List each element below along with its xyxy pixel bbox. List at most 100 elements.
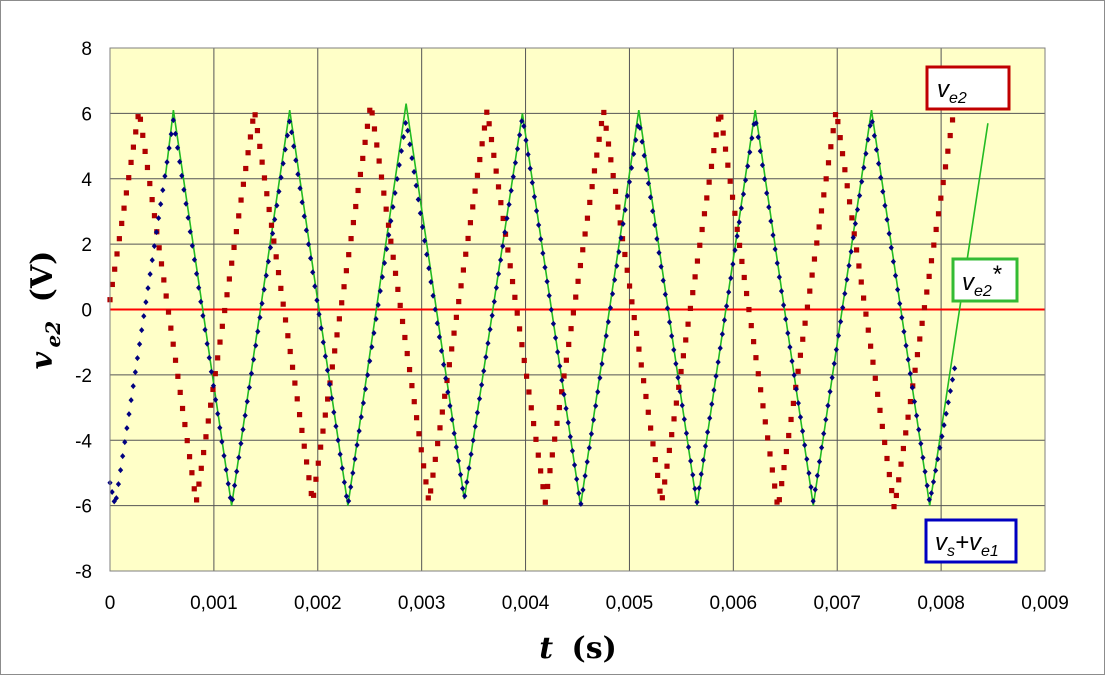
data-point-ve2 [296,412,303,418]
data-point-vs-ve1 [278,174,284,181]
data-point-vs-ve1 [415,196,421,203]
data-point-vs-ve1 [766,204,772,211]
data-point-ve2 [896,477,902,483]
data-point-ve2 [406,366,413,373]
data-point-vs-ve1 [804,456,810,463]
data-point-vs-ve1 [413,182,419,189]
data-point-vs-ve1 [510,173,516,180]
data-point-vs-ve1 [749,135,755,142]
data-point-ve2 [413,415,420,421]
data-point-vs-ve1 [158,201,164,208]
data-point-ve2 [130,144,137,150]
data-point-ve2 [184,438,190,444]
data-point-vs-ve1 [174,144,181,151]
data-point-vs-ve1 [850,234,856,241]
data-point-vs-ve1 [774,260,780,267]
data-point-vs-ve1 [253,342,259,349]
data-point-vs-ve1 [709,401,715,408]
data-point-ve2 [851,231,857,237]
data-point-vs-ve1 [914,412,920,419]
data-point-ve2 [575,278,581,284]
data-point-ve2 [839,151,846,157]
data-point-vs-ve1 [358,413,364,420]
data-point-ve2 [147,180,153,187]
data-point-vs-ve1 [721,317,728,324]
data-point-ve2 [617,220,623,226]
data-point-ve2 [643,393,649,400]
data-point-ve2 [442,393,448,399]
legend-ve2-sub: e2 [949,90,967,107]
data-point-vs-ve1 [200,312,206,319]
y-tick-labels: -8 -6 -4 -2 0 2 4 6 8 [75,39,92,583]
data-point-vs-ve1 [185,214,191,221]
data-point-ve2 [683,337,689,343]
data-point-ve2 [645,409,651,415]
data-point-vs-ve1 [658,263,664,270]
data-point-vs-ve1 [155,215,162,222]
data-point-vs-ve1 [683,430,690,437]
data-point-ve2 [186,454,193,460]
data-point-vs-ve1 [829,374,835,381]
data-point-vs-ve1 [920,454,926,461]
data-point-ve2 [751,339,757,345]
data-point-vs-ve1 [367,358,373,365]
plot-border [109,47,1046,572]
data-point-vs-ve1 [588,430,595,437]
data-point-ve2 [552,436,558,442]
data-point-vs-ve1 [122,439,128,446]
data-point-ve2 [685,321,691,327]
data-point-vs-ve1 [928,490,934,497]
data-point-vs-ve1 [312,283,318,290]
data-point-ve2 [849,215,855,221]
data-point-vs-ve1 [571,461,578,468]
data-point-ve2 [877,407,883,413]
data-point-vs-ve1 [778,288,785,295]
data-point-ve2 [863,311,869,317]
data-point-ve2 [425,495,431,501]
data-point-ve2 [360,155,366,162]
data-point-vs-ve1 [633,136,639,143]
legend-ve2-label: ve2 [937,76,967,107]
data-point-ve2 [547,468,553,474]
data-point-ve2 [385,222,392,228]
data-point-ve2 [247,134,254,140]
data-point-vs-ve1 [601,346,607,353]
data-point-vs-ve1 [890,258,896,265]
data-point-vs-ve1 [728,275,734,282]
data-point-vs-ve1 [495,270,502,277]
data-point-vs-ve1 [565,419,571,426]
data-point-vs-ve1 [489,312,495,319]
data-point-ve2 [708,163,715,169]
data-point-ve2 [692,274,698,280]
data-point-ve2 [521,357,527,364]
data-point-ve2 [437,425,443,431]
data-point-vs-ve1 [742,177,749,184]
data-point-vs-ve1 [329,395,335,402]
data-point-vs-ve1 [246,384,252,391]
data-point-vs-ve1 [578,500,584,507]
data-point-ve2 [507,263,513,269]
data-point-vs-ve1 [502,229,508,236]
data-point-ve2 [133,129,139,135]
data-point-ve2 [573,294,579,300]
data-point-vs-ve1 [823,416,829,423]
data-point-ve2 [889,487,895,494]
data-point-ve2 [603,125,609,131]
data-point-vs-ve1 [797,414,804,421]
data-point-ve2 [390,254,396,260]
data-point-ve2 [449,346,455,352]
data-point-ve2 [392,270,399,276]
data-point-ve2 [706,179,712,185]
data-point-vs-ve1 [620,220,626,227]
data-point-vs-ve1 [895,286,901,293]
data-point-vs-ve1 [350,469,356,476]
data-point-vs-ve1 [922,468,928,475]
y-tick-label: 2 [81,235,92,256]
data-point-vs-ve1 [445,389,451,396]
data-point-vs-ve1 [643,166,649,173]
data-point-vs-ve1 [521,123,527,130]
data-point-ve2 [542,499,548,505]
data-point-ve2 [783,448,789,455]
data-point-vs-ve1 [607,304,614,311]
legend-ve2-star-main: v [962,269,976,296]
